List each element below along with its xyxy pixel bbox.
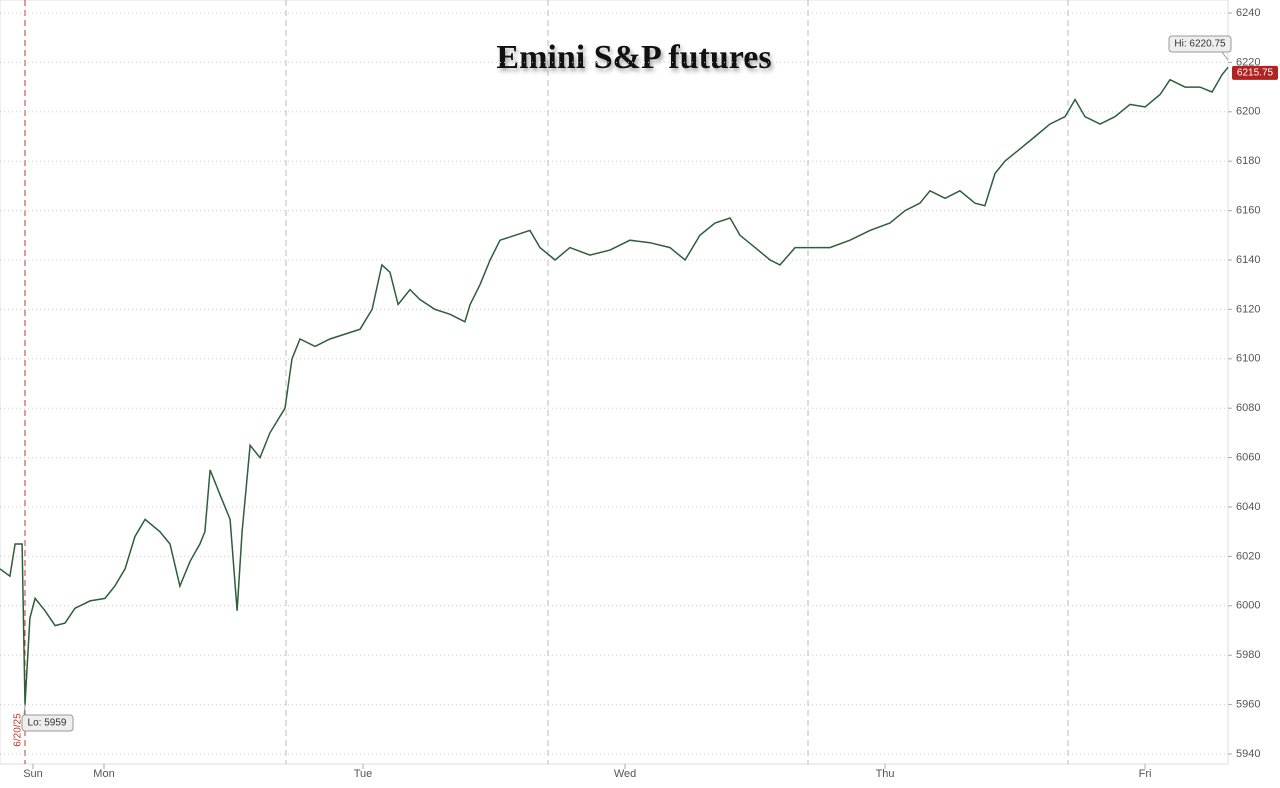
y-tick-label: 6000 <box>1236 600 1260 612</box>
hi-box <box>1168 35 1232 53</box>
lo-box <box>21 714 74 732</box>
plot-area <box>0 0 1229 765</box>
lo-label: Lo: 5959 <box>28 718 67 729</box>
y-tick-label: 6080 <box>1236 402 1260 414</box>
y-tick-label: 6220 <box>1236 56 1260 68</box>
y-tick-label: 5980 <box>1236 649 1260 661</box>
hi-pointer <box>1221 51 1229 61</box>
y-tick-label: 6060 <box>1236 452 1260 464</box>
y-tick-label: 6240 <box>1236 7 1260 19</box>
x-tick-label: Wed <box>614 768 636 780</box>
x-tick-label: Sun <box>23 768 43 780</box>
x-tick-label: Tue <box>354 768 373 780</box>
x-tick-label: Thu <box>876 768 895 780</box>
y-tick-label: 6180 <box>1236 155 1260 167</box>
price-line <box>0 66 1229 705</box>
date-label: 6/20/25 <box>13 713 24 747</box>
y-tick-label: 6120 <box>1236 303 1260 315</box>
last-price-label: 6215.75 <box>1237 68 1274 79</box>
last-price-tag <box>1232 65 1278 80</box>
chart-title: Emini S&P futures <box>496 39 771 76</box>
y-tick-label: 6140 <box>1236 254 1260 266</box>
y-tick-label: 6020 <box>1236 550 1260 562</box>
x-tick-label: Mon <box>93 768 114 780</box>
y-tick-label: 6200 <box>1236 106 1260 118</box>
y-tick-label: 6160 <box>1236 205 1260 217</box>
hi-label: Hi: 6220.75 <box>1174 39 1226 50</box>
lo-pointer <box>23 705 26 716</box>
y-tick-label: 5940 <box>1236 748 1260 760</box>
y-tick-label: 6100 <box>1236 353 1260 365</box>
x-tick-label: Fri <box>1139 768 1152 780</box>
y-tick-label: 6040 <box>1236 501 1260 513</box>
y-tick-label: 5960 <box>1236 699 1260 711</box>
